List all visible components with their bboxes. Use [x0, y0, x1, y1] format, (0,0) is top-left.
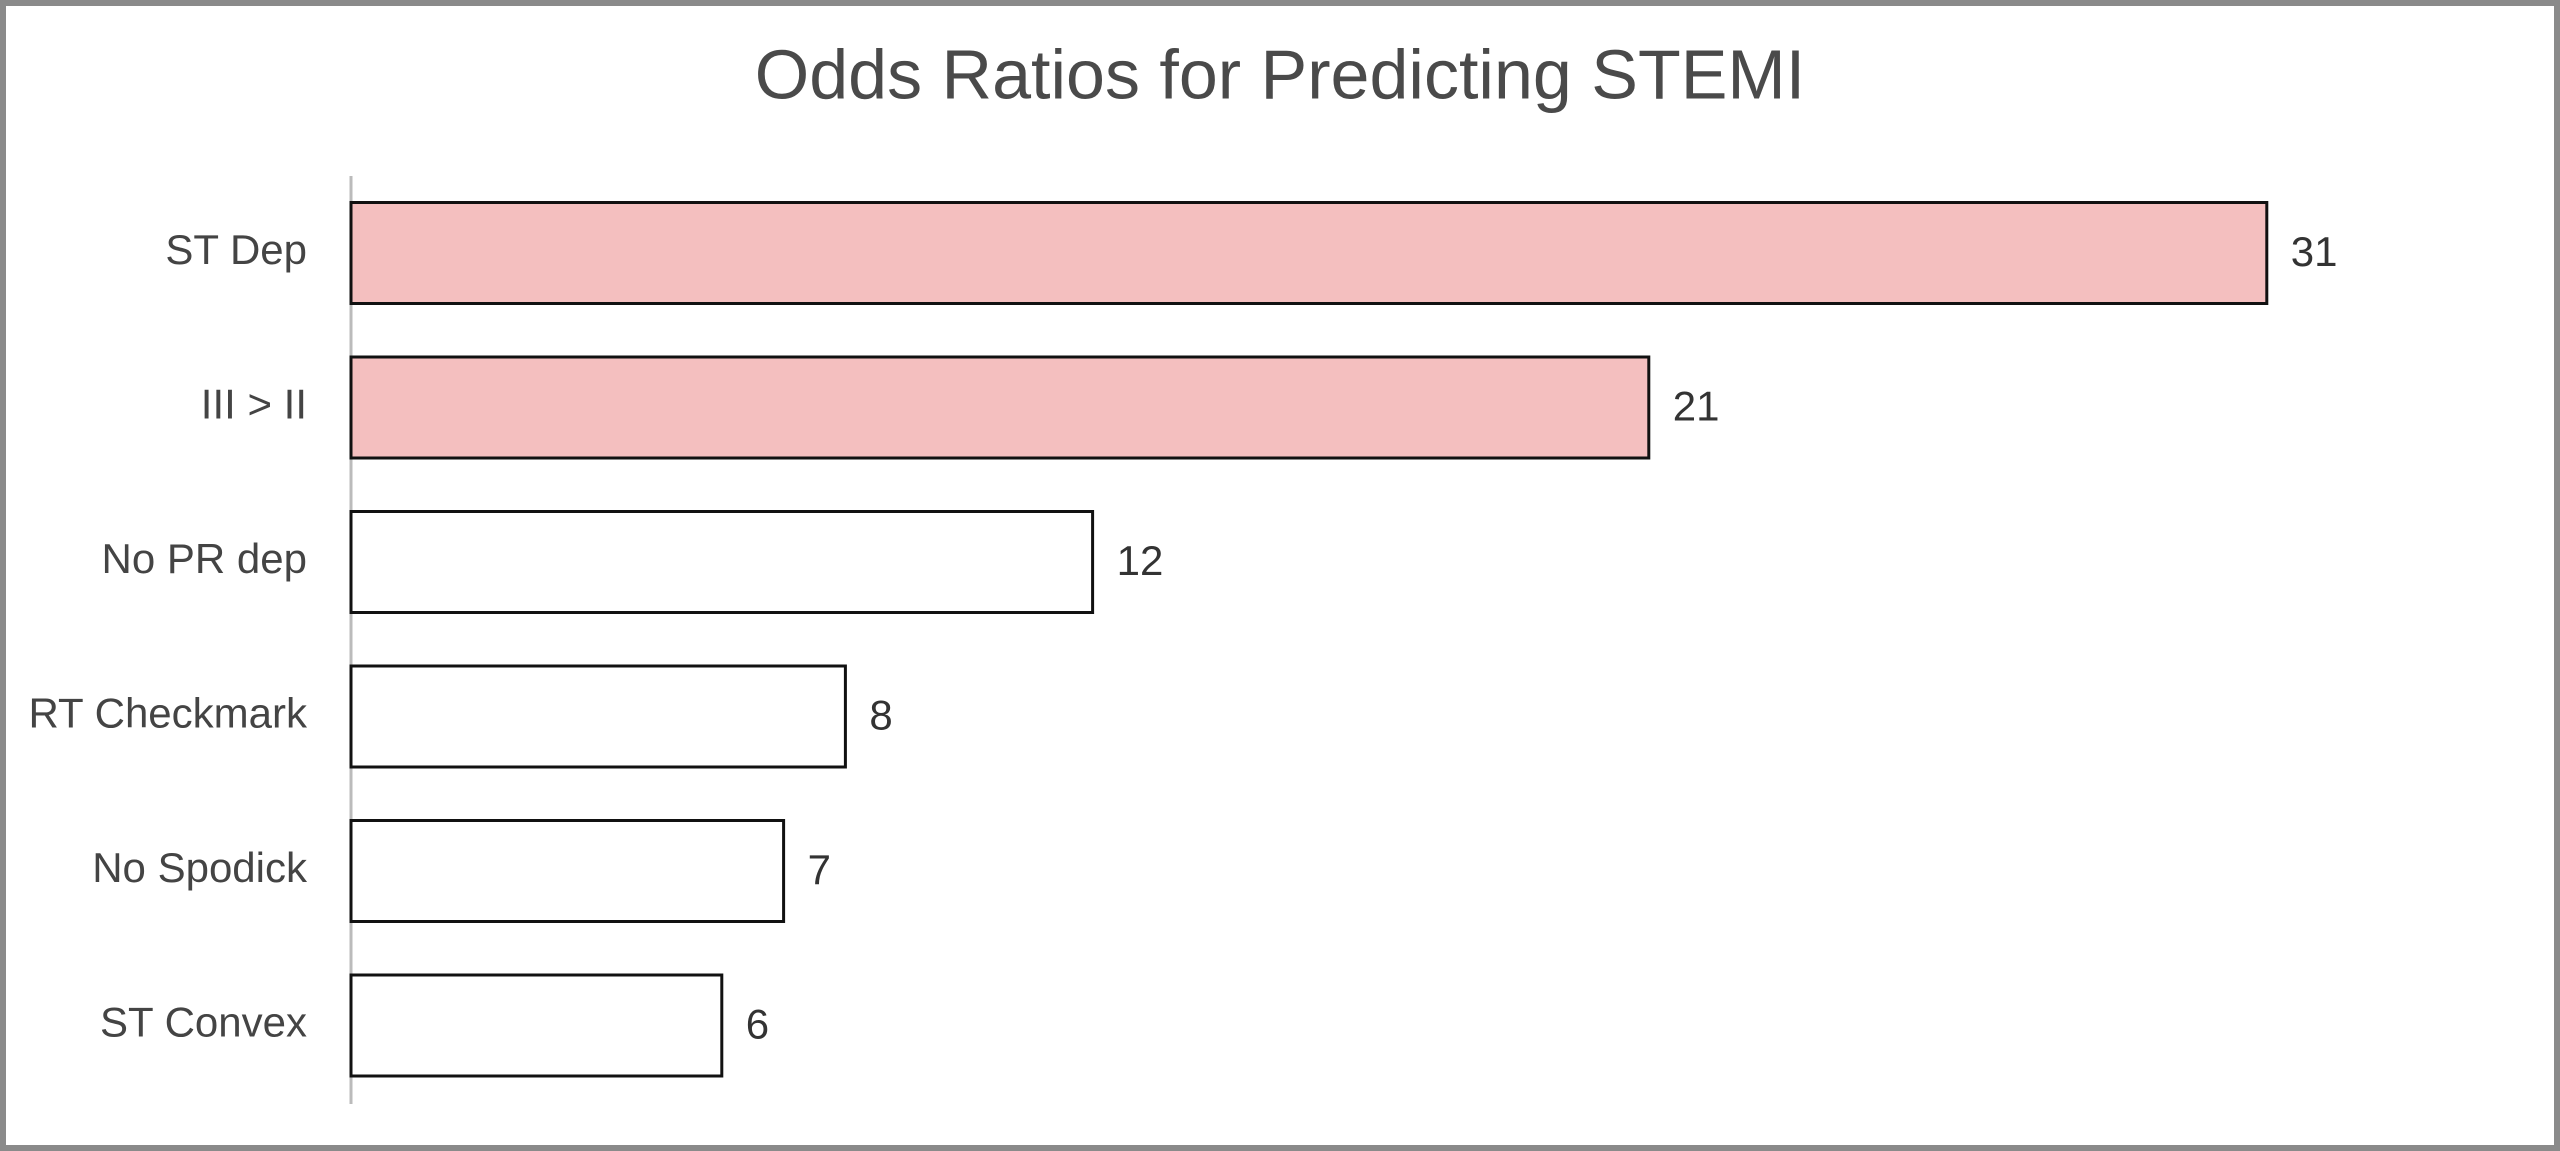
value-label: 31 — [2291, 228, 2338, 275]
category-label: ST Convex — [100, 999, 307, 1046]
category-label: III > II — [201, 381, 307, 428]
value-label: 7 — [808, 846, 831, 893]
chart-title: Odds Ratios for Predicting STEMI — [755, 35, 1805, 113]
bar — [349, 355, 1651, 460]
bar — [349, 819, 786, 923]
bar — [349, 201, 2269, 305]
bar — [349, 973, 724, 1078]
bar — [349, 664, 847, 769]
category-label: RT Checkmark — [28, 690, 308, 737]
bar — [349, 510, 1095, 614]
value-label: 21 — [1673, 383, 1720, 430]
category-label: ST Dep — [165, 226, 307, 273]
value-label: 6 — [746, 1001, 769, 1048]
value-label: 8 — [869, 692, 892, 739]
category-label: No Spodick — [92, 844, 308, 891]
category-label: No PR dep — [102, 535, 307, 582]
value-label: 12 — [1117, 537, 1164, 584]
